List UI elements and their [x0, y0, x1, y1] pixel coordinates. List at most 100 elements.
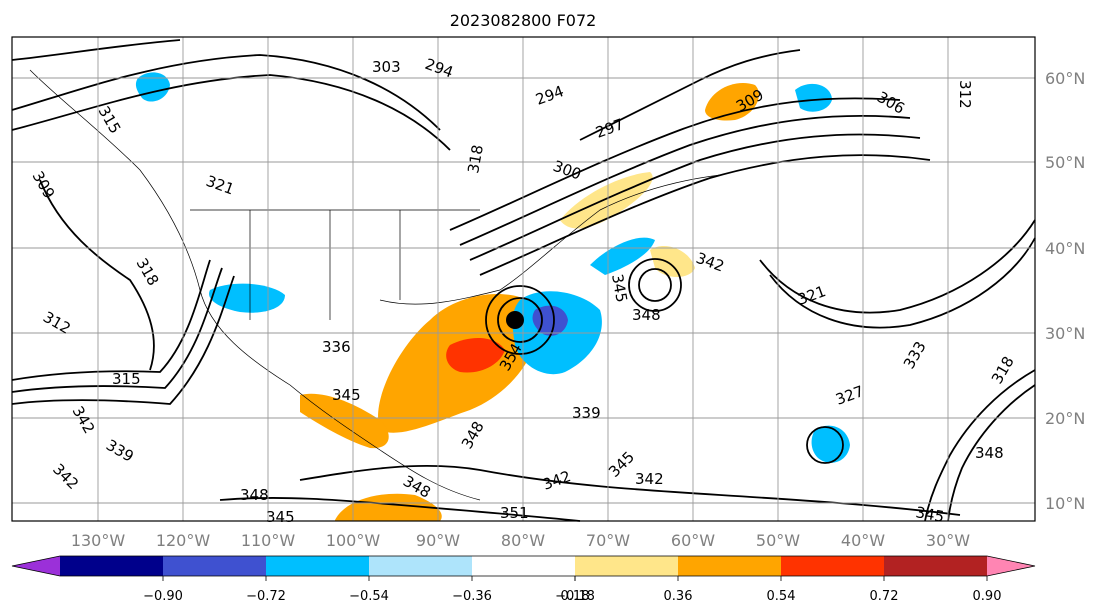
contour-label: 348 — [240, 486, 269, 504]
contour-line — [11, 39, 181, 61]
contour-label: 318 — [464, 143, 487, 174]
contour-label: 345 — [266, 508, 295, 526]
colorbar-bin — [472, 556, 576, 576]
coastline — [379, 174, 721, 305]
lon-label-110w: 110°W — [241, 531, 296, 550]
contour-closed — [806, 426, 844, 464]
lat-label-60n: 60°N — [1045, 69, 1085, 88]
contour-label: 351 — [500, 504, 529, 522]
contour-label: 339 — [572, 404, 601, 422]
map-background — [12, 37, 1035, 521]
gridlines — [12, 37, 1035, 521]
warm-anomaly-mid-atlantic — [650, 246, 695, 277]
warm-anomaly-south — [335, 493, 442, 521]
lon-axis: 130°W 120°W 110°W 100°W 90°W 80°W 70°W 6… — [71, 531, 970, 550]
contour-label: 342 — [635, 470, 664, 488]
contour-lines — [11, 39, 1036, 522]
lat-label-50n: 50°N — [1045, 153, 1085, 172]
colorbar-bin — [266, 556, 370, 576]
contour-line — [479, 154, 931, 276]
lon-label-50w: 50°W — [756, 531, 800, 550]
contour-label: 303 — [372, 58, 401, 76]
lon-label-130w: 130°W — [71, 531, 126, 550]
colorbar-tick-label: −0.72 — [246, 589, 286, 604]
colorbar-extend-below — [12, 556, 60, 576]
lat-label-40n: 40°N — [1045, 239, 1085, 258]
colorbar-bin — [60, 556, 164, 576]
contour-closed — [485, 285, 555, 355]
lat-label-20n: 20°N — [1045, 409, 1085, 428]
contour-label: 345 — [914, 503, 945, 526]
contour-line — [11, 74, 451, 151]
lon-label-70w: 70°W — [586, 531, 630, 550]
cold-anomaly-jet — [590, 237, 655, 275]
contour-line — [769, 237, 1036, 329]
contour-line — [11, 259, 211, 381]
coastlines — [29, 69, 721, 501]
lat-label-30n: 30°N — [1045, 324, 1085, 343]
contour-label: 345 — [608, 273, 631, 304]
lat-label-10n: 10°N — [1045, 494, 1085, 513]
colorbar-bin — [781, 556, 885, 576]
colorbar-tick-label: 0.72 — [870, 589, 899, 604]
contour-line — [459, 115, 911, 246]
hurricane-center-marker — [506, 311, 524, 329]
colorbar-tick-label: 0.36 — [664, 589, 693, 604]
colorbar-tick-label: −0.54 — [349, 589, 389, 604]
warm-anomaly-mexico — [300, 393, 389, 449]
figure-title: 2023082800 F072 — [450, 11, 597, 30]
map-frame — [11, 36, 1036, 522]
contour-label: 348 — [632, 306, 661, 324]
contour-line — [759, 219, 1036, 314]
lon-label-80w: 80°W — [501, 531, 545, 550]
lon-label-30w: 30°W — [926, 531, 970, 550]
colorbar-outline — [11, 555, 1036, 577]
contour-closed — [497, 297, 543, 343]
border — [249, 210, 401, 320]
colorbar-extend-above — [987, 556, 1035, 576]
colorbar-tick-label: −0.90 — [143, 589, 183, 604]
lon-label-120w: 120°W — [156, 531, 211, 550]
lon-label-40w: 40°W — [841, 531, 885, 550]
contour-line — [39, 179, 155, 371]
contour-label: 348 — [975, 444, 1004, 462]
contour-line — [11, 54, 441, 131]
contour-line — [11, 267, 223, 393]
colorbar-bin — [575, 556, 679, 576]
coastline — [29, 69, 481, 501]
colorbar-tick-label: −0.36 — [452, 589, 492, 604]
cold-anomaly-canada — [795, 83, 832, 112]
colorbar-bin — [884, 556, 988, 576]
strong-warm-anomaly-gulf — [446, 338, 505, 373]
colorbar-bin — [678, 556, 782, 576]
contour-label: 312 — [956, 80, 974, 109]
colorbar-bin — [163, 556, 267, 576]
colorbar-tick-label: 0.90 — [973, 589, 1002, 604]
colorbar-tick-label: 0.54 — [767, 589, 796, 604]
contour-line — [469, 133, 921, 261]
contour-closed — [638, 268, 672, 302]
colorbar-tick-label: −0.18 — [555, 589, 595, 604]
contour-label: 315 — [112, 370, 141, 388]
warm-anomaly-jet — [560, 172, 653, 229]
contour-line — [449, 97, 901, 231]
lon-label-100w: 100°W — [326, 531, 381, 550]
contour-line — [11, 275, 235, 405]
colorbar-ticks: −0.90 −0.72 −0.54 −0.36 −0.180.18 0.36 0.54 0.7… — [143, 576, 1001, 604]
contour-line — [579, 49, 801, 141]
lat-axis: 60°N 50°N 40°N 30°N 20°N 10°N — [1045, 69, 1085, 513]
contour-line — [924, 369, 1036, 522]
colorbar-bins — [60, 556, 988, 576]
map-panel: 303 294 294 297 300 318 309 306 312 315 … — [11, 36, 1036, 526]
contour-label: 336 — [322, 338, 351, 356]
colorbar-bin — [369, 556, 473, 576]
contour-line — [219, 497, 581, 522]
contour-line — [299, 464, 961, 516]
lon-label-60w: 60°W — [671, 531, 715, 550]
colorbar-tick-label: 0.18 — [561, 589, 590, 604]
lon-label-90w: 90°W — [416, 531, 460, 550]
contour-label: 345 — [332, 386, 361, 404]
contour-closed — [628, 258, 682, 312]
colorbar: −0.90 −0.72 −0.54 −0.36 −0.180.18 0.36 0.54 0.7… — [11, 555, 1036, 604]
